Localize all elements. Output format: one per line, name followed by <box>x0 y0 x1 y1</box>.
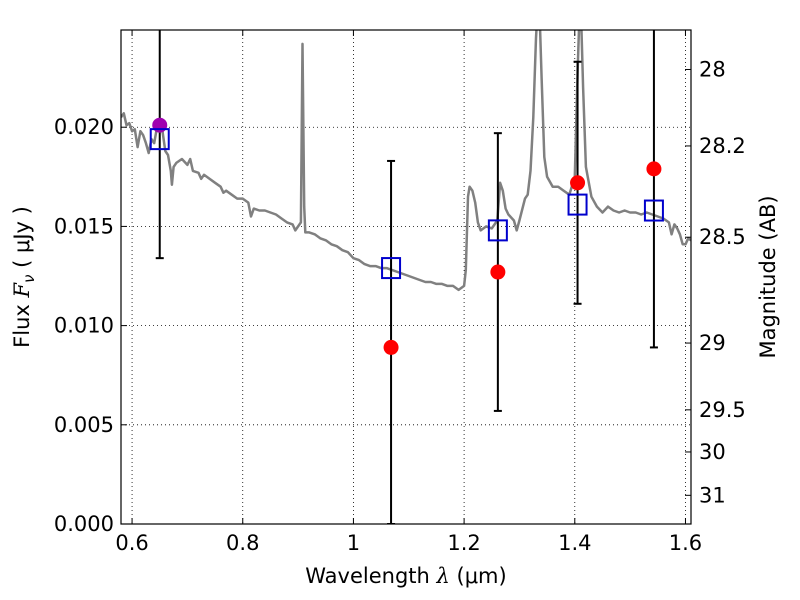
mag-tick-label: 28 <box>699 57 726 81</box>
y-axis-label: Flux Fν ( μJy ) <box>10 206 38 348</box>
x-tick-label: 1.4 <box>558 531 591 555</box>
y-tick-label: 0.020 <box>54 115 114 139</box>
observed-point <box>646 161 662 177</box>
model-photometry-point <box>643 199 664 222</box>
right-axis-label: Magnitude (AB) <box>756 195 780 358</box>
x-axis-label: Wavelength λ (μm) <box>305 564 506 588</box>
mag-tick-label: 28.5 <box>699 225 746 249</box>
mag-tick-label: 30 <box>699 440 726 464</box>
x-tick-label: 0.6 <box>115 531 148 555</box>
x-tick-label: 1.6 <box>669 531 702 555</box>
model-photometry-point <box>487 219 508 242</box>
model-photometry-point <box>381 257 402 280</box>
ticks: 0.6 0.8 1 1.2 1.4 1.6 0.000 0.005 0.010 0.015 0.02… <box>54 30 746 555</box>
observed-point <box>490 264 506 280</box>
y-tick-label: 0.000 <box>54 512 114 536</box>
x-tick-label: 1 <box>347 531 360 555</box>
observed-point <box>152 117 168 133</box>
x-tick-label: 0.8 <box>226 531 259 555</box>
plot-background <box>121 30 691 524</box>
y-tick-label: 0.010 <box>54 314 114 338</box>
model-photometry-point <box>149 128 170 151</box>
plot-frame <box>120 29 692 525</box>
x-tick-label: 1.2 <box>447 531 480 555</box>
observed-point <box>570 175 586 191</box>
observed-point <box>383 339 399 355</box>
y-tick-label: 0.005 <box>54 413 114 437</box>
mag-tick-label: 31 <box>699 483 726 507</box>
mag-tick-label: 29.5 <box>699 398 746 422</box>
mag-tick-label: 28.2 <box>699 134 746 158</box>
model-photometry-point <box>567 193 588 216</box>
y-tick-label: 0.015 <box>54 214 114 238</box>
mag-tick-label: 29 <box>699 331 726 355</box>
series-layer <box>121 30 691 524</box>
